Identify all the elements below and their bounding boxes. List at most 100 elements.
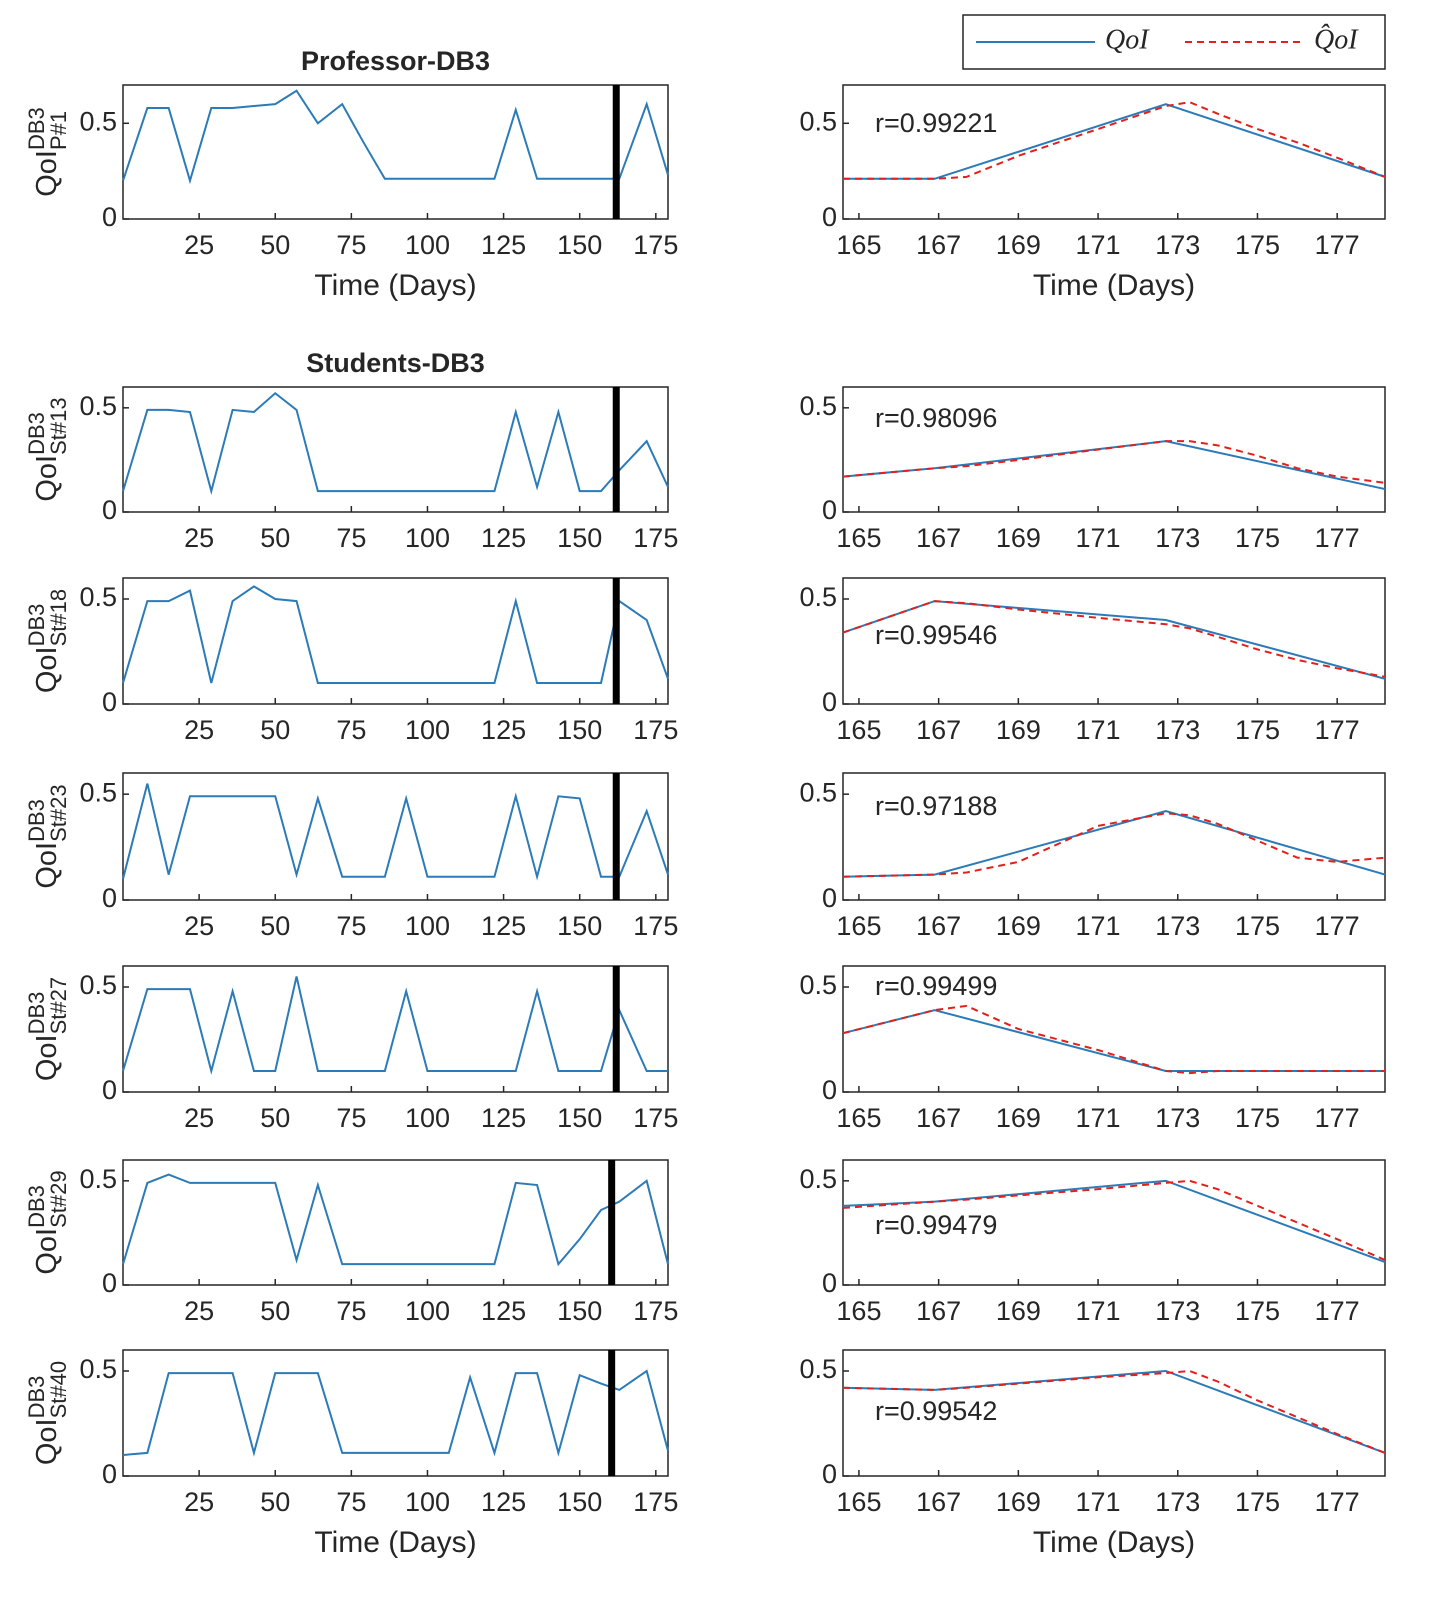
x-tick-label: 25 [184,1103,214,1133]
x-axis-label: Time (Days) [1033,269,1195,302]
y-label-sup: DB3 [24,412,49,455]
y-tick-label: 0.5 [79,777,117,807]
x-tick-label: 50 [260,1296,290,1326]
x-tick-label: 169 [996,1487,1041,1517]
y-label-sup: DB3 [24,107,49,150]
y-label-sub: St#18 [46,589,71,647]
x-tick-label: 50 [260,1103,290,1133]
x-tick-label: 177 [1315,1296,1360,1326]
x-tick-label: 167 [916,1487,961,1517]
x-tick-label: 50 [260,911,290,941]
x-tick-label: 75 [336,1487,366,1517]
x-tick-label: 177 [1315,1103,1360,1133]
y-label-sub: P#1 [46,111,71,150]
x-tick-label: 169 [996,523,1041,553]
series-line [122,976,668,1075]
correlation-label: r=0.99499 [875,971,997,1001]
correlation-label: r=0.99546 [875,620,997,650]
x-tick-label: 173 [1155,230,1200,260]
x-tick-label: 125 [481,1296,526,1326]
x-tick-label: 169 [996,715,1041,745]
y-tick-label: 0 [822,1459,837,1489]
axes-box [122,1159,669,1286]
y-label-sup: DB3 [24,1376,49,1419]
x-tick-label: 75 [336,1103,366,1133]
y-axis-label: QoIDB3St#29 [24,1170,71,1274]
x-tick-label: 173 [1155,715,1200,745]
x-tick-label: 150 [557,715,602,745]
y-tick-label: 0.5 [799,582,837,612]
x-tick-label: 150 [557,523,602,553]
y-label-sup: DB3 [24,992,49,1035]
x-axis-label: Time (Days) [314,1526,476,1559]
y-tick-label: 0.5 [79,1164,117,1194]
y-axis-label: QoIDB3St#27 [24,977,71,1081]
y-label-base: QoI [31,842,63,889]
axes-box [122,84,669,220]
y-axis-label: QoIDB3St#18 [24,589,71,693]
axes-box [842,577,1386,705]
x-tick-label: 171 [1076,1296,1121,1326]
x-tick-label: 125 [481,1487,526,1517]
y-label-sup: DB3 [24,1185,49,1228]
x-tick-label: 171 [1076,1487,1121,1517]
y-tick-label: 0.5 [79,106,117,136]
x-tick-label: 100 [405,1103,450,1133]
x-tick-label: 177 [1315,523,1360,553]
x-tick-label: 165 [836,1103,881,1133]
series-line [122,391,669,496]
x-tick-label: 25 [184,1487,214,1517]
y-label-base: QoI [31,1034,63,1081]
x-tick-label: 175 [1235,1487,1280,1517]
panel-title: Professor-DB3 [301,46,490,76]
x-tick-label: 175 [1235,523,1280,553]
x-tick-label: 50 [260,715,290,745]
x-tick-label: 25 [184,523,214,553]
x-tick-label: 100 [405,1487,450,1517]
x-tick-label: 167 [916,523,961,553]
x-tick-label: 169 [996,1103,1041,1133]
x-tick-label: 165 [836,1296,881,1326]
x-tick-label: 25 [184,715,214,745]
y-tick-label: 0.5 [799,1354,837,1384]
y-tick-label: 0.5 [79,582,117,612]
y-tick-label: 0.5 [799,777,837,807]
x-tick-label: 177 [1315,230,1360,260]
x-tick-label: 50 [260,230,290,260]
x-tick-label: 171 [1076,523,1121,553]
x-tick-label: 175 [633,715,678,745]
y-tick-label: 0 [102,687,117,717]
x-tick-label: 175 [633,1103,678,1133]
x-tick-label: 169 [996,911,1041,941]
series-line [843,101,1386,180]
y-label-sub: St#29 [46,1170,71,1228]
x-tick-label: 175 [1235,715,1280,745]
y-tick-label: 0 [822,495,837,525]
x-tick-label: 173 [1155,1296,1200,1326]
x-tick-label: 175 [1235,1103,1280,1133]
x-tick-label: 100 [405,715,450,745]
y-tick-label: 0 [822,202,837,232]
y-tick-label: 0 [822,687,837,717]
x-tick-label: 50 [260,523,290,553]
x-tick-label: 169 [996,230,1041,260]
y-tick-label: 0.5 [79,970,117,1000]
x-tick-label: 75 [336,1296,366,1326]
series-line [842,1369,1386,1454]
x-tick-label: 177 [1315,911,1360,941]
y-label-sub: St#13 [46,397,71,455]
y-label-base: QoI [31,1228,63,1275]
x-tick-label: 125 [481,911,526,941]
y-tick-label: 0.5 [799,391,837,421]
x-tick-label: 165 [836,1487,881,1517]
x-tick-label: 175 [633,523,678,553]
x-tick-label: 75 [336,715,366,745]
x-tick-label: 175 [633,911,678,941]
series-line [122,783,669,881]
y-label-sup: DB3 [24,604,49,647]
correlation-label: r=0.99479 [875,1210,997,1240]
y-tick-label: 0.5 [79,1354,117,1384]
x-tick-label: 175 [1235,1296,1280,1326]
x-tick-label: 175 [633,230,678,260]
